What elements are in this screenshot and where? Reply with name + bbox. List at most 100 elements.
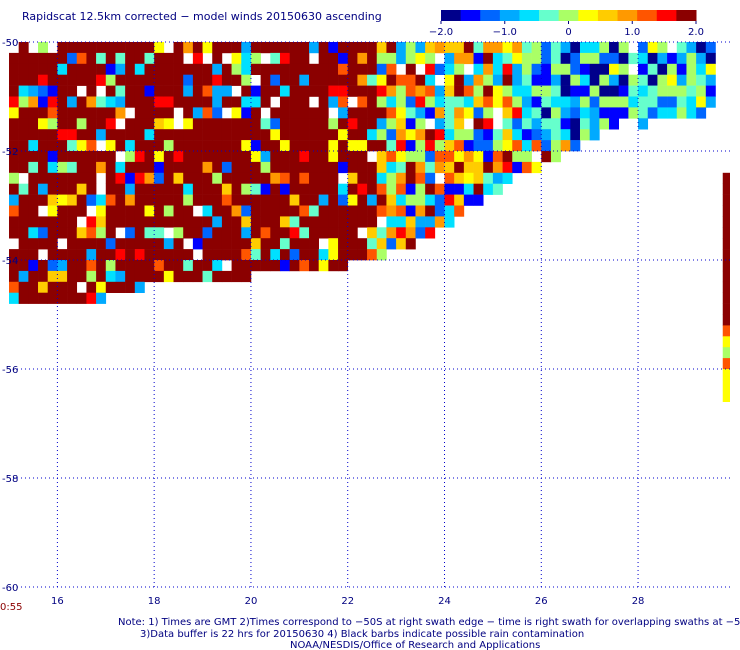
heatmap-cell (347, 238, 358, 250)
heatmap-cell (221, 74, 232, 86)
heatmap-cell (473, 129, 484, 141)
heatmap-cell (347, 194, 358, 206)
heatmap-cell (241, 249, 252, 261)
heatmap-cell (212, 107, 223, 119)
heatmap-cell (221, 205, 232, 217)
heatmap-cell (328, 85, 339, 97)
footnote-line-1: Note: 1) Times are GMT 2)Times correspon… (118, 617, 740, 628)
heatmap-cell (531, 74, 542, 86)
heatmap-cell (367, 238, 378, 250)
heatmap-cell (67, 216, 78, 228)
heatmap-cell (512, 52, 523, 65)
heatmap-cell (357, 151, 368, 163)
heatmap-cell (115, 63, 126, 75)
heatmap-cell (67, 161, 78, 174)
heatmap-cell (299, 74, 310, 86)
heatmap-cell (76, 227, 87, 239)
heatmap-cell (696, 107, 707, 119)
heatmap-cell (367, 74, 378, 86)
colorbar-segment (519, 10, 540, 21)
heatmap-cell (722, 314, 730, 326)
heatmap-cell (221, 129, 232, 141)
heatmap-cell (722, 270, 730, 283)
heatmap-cell (250, 140, 261, 152)
heatmap-cell (86, 140, 97, 152)
heatmap-cell (173, 227, 184, 239)
heatmap-cell (231, 129, 242, 141)
heatmap-cell (512, 161, 523, 174)
heatmap-cell (367, 227, 378, 239)
heatmap-cell (105, 85, 116, 97)
heatmap-cell (18, 281, 29, 293)
heatmap-cell (115, 260, 126, 272)
heatmap-cell (28, 281, 39, 293)
heatmap-cell (38, 129, 49, 141)
heatmap-cell (57, 63, 68, 75)
heatmap-cell (38, 292, 49, 304)
heatmap-cell (386, 205, 397, 217)
heatmap-cell (434, 85, 445, 97)
heatmap-cell (57, 194, 68, 206)
heatmap-cell (444, 161, 455, 174)
heatmap-cell (696, 42, 707, 54)
heatmap-cell (483, 140, 494, 152)
heatmap-cell (57, 74, 68, 86)
heatmap-cell (67, 172, 78, 184)
heatmap-cell (396, 238, 407, 250)
heatmap-cell (47, 140, 58, 152)
heatmap-cell (609, 96, 620, 108)
heatmap-cell (722, 205, 730, 217)
heatmap-cell (638, 52, 649, 65)
heatmap-cell (318, 140, 329, 152)
heatmap-cell (115, 216, 126, 228)
heatmap-cell (512, 151, 523, 163)
heatmap-cell (163, 260, 174, 272)
heatmap-cell (396, 227, 407, 239)
heatmap-cell (125, 52, 136, 65)
heatmap-cell (483, 52, 494, 65)
heatmap-cell (570, 85, 581, 97)
heatmap-cell (309, 205, 319, 217)
heatmap-cell (9, 205, 19, 217)
heatmap-cell (722, 336, 730, 348)
heatmap-cell (367, 194, 378, 206)
heatmap-cell (347, 85, 358, 97)
heatmap-cell (250, 227, 261, 239)
heatmap-cell (279, 96, 290, 108)
heatmap-cell (299, 183, 310, 195)
heatmap-cell (105, 74, 116, 86)
heatmap-cell (396, 183, 407, 195)
heatmap-cell (192, 107, 203, 119)
heatmap-cell (367, 96, 378, 108)
heatmap-cell (212, 63, 223, 75)
colorbar-segment (617, 10, 638, 21)
heatmap-cell (192, 96, 203, 108)
heatmap-cell (657, 107, 668, 119)
heatmap-cell (241, 161, 252, 174)
heatmap-cell (299, 107, 310, 119)
heatmap-cell (144, 216, 155, 228)
heatmap-cell (105, 129, 116, 141)
heatmap-cell (386, 74, 397, 86)
heatmap-cell (212, 260, 223, 272)
heatmap-cell (183, 172, 194, 184)
heatmap-cell (386, 118, 397, 130)
heatmap-cell (686, 63, 697, 75)
heatmap-cell (192, 270, 203, 283)
heatmap-cell (386, 52, 397, 65)
heatmap-cell (705, 74, 716, 86)
heatmap-cell (299, 151, 310, 163)
heatmap-cell (154, 194, 165, 206)
heatmap-cell (192, 183, 203, 195)
heatmap-cell (231, 172, 242, 184)
heatmap-cell (521, 151, 532, 163)
heatmap-cell (347, 183, 358, 195)
heatmap-cell (9, 183, 19, 195)
heatmap-cell (231, 183, 242, 195)
heatmap-cell (144, 140, 155, 152)
heatmap-cell (183, 260, 194, 272)
heatmap-cell (134, 151, 145, 163)
heatmap-cell (338, 42, 349, 54)
heatmap-cell (318, 194, 329, 206)
heatmap-cell (96, 107, 107, 119)
